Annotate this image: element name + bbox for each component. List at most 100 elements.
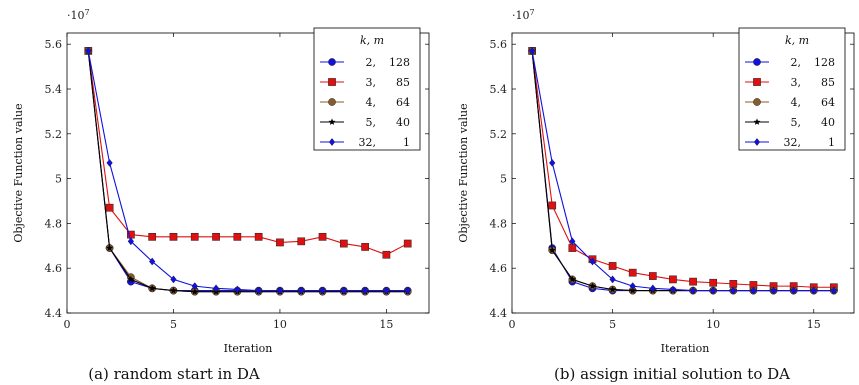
legend-label-k: 4, (791, 96, 802, 109)
data-point (340, 286, 347, 295)
legend-marker (753, 78, 761, 86)
data-point (191, 282, 198, 291)
data-point (148, 284, 156, 292)
data-point (568, 244, 577, 252)
data-point (830, 286, 838, 295)
data-point (628, 268, 637, 277)
data-point (254, 232, 263, 241)
series-4 (528, 46, 838, 295)
x-tick-label: 10 (706, 318, 720, 331)
svg-text:·107: ·107 (67, 8, 90, 22)
data-point (361, 286, 369, 295)
data-point (149, 257, 156, 266)
svg-text:·107: ·107 (512, 8, 535, 22)
data-point (297, 237, 306, 246)
legend-label-k: 32, (784, 136, 802, 149)
data-point (710, 286, 717, 295)
data-point (629, 282, 636, 291)
legend-label-k: 2, (791, 56, 802, 69)
data-point (298, 286, 305, 295)
data-point (689, 286, 697, 295)
data-point (589, 282, 596, 290)
plot-frame (511, 32, 855, 314)
y-scale-label: ·107 (512, 8, 535, 22)
data-point (127, 237, 135, 246)
data-point (319, 286, 326, 295)
y-tick-label: 5.4 (45, 83, 63, 96)
y-tick-label: 4.4 (490, 307, 508, 320)
caption-a: (a) random start in DA (88, 365, 260, 383)
scale-exponent: 7 (530, 8, 535, 17)
x-tick-label: 10 (273, 318, 287, 331)
y-tick-label: 5.4 (490, 83, 508, 96)
data-point (127, 275, 135, 283)
series-line (531, 50, 834, 292)
y-tick-label: 5.6 (490, 38, 508, 51)
data-point (105, 203, 114, 212)
legend-marker (328, 138, 336, 146)
legend-label-m: 1 (828, 136, 835, 149)
data-point (234, 285, 241, 294)
x-tick-label: 0 (64, 318, 71, 331)
data-point (190, 232, 199, 241)
y-axis-label: Objective Function value (457, 103, 470, 242)
data-point (649, 284, 656, 293)
data-point (191, 288, 199, 295)
legend-label-m: 40 (821, 116, 835, 129)
legend-label-m: 85 (821, 76, 835, 89)
data-point (770, 286, 777, 295)
y-scale-label: ·107 (67, 8, 90, 22)
y-tick-label: 5 (500, 173, 507, 186)
data-point (729, 280, 738, 288)
data-point (169, 232, 178, 241)
data-point (569, 237, 576, 246)
data-point (170, 287, 177, 294)
y-tick-label: 5.6 (45, 38, 63, 51)
legend-label-k: 3, (366, 76, 377, 89)
legend: k, m 2, 128 3, 85 4, 64 5, 40 32, 1 (313, 27, 421, 151)
data-point (589, 257, 596, 266)
data-point (318, 232, 327, 241)
plot-frame (66, 32, 430, 314)
data-point (669, 275, 677, 284)
data-point (709, 278, 718, 287)
legend-label-k: 32, (359, 136, 377, 149)
data-point (750, 286, 757, 295)
legend-box (313, 27, 421, 151)
scale-base: ·10 (67, 9, 85, 22)
data-point (669, 285, 677, 294)
y-tick-label: 5.2 (45, 128, 63, 141)
data-point (106, 158, 113, 167)
data-point (361, 243, 369, 251)
data-point (276, 286, 284, 295)
legend-marker (753, 118, 761, 125)
series-line (87, 50, 408, 256)
data-point (233, 232, 242, 241)
legend-label-k: 3, (791, 76, 802, 89)
x-tick-label: 5 (170, 318, 177, 331)
data-point (548, 246, 556, 254)
caption-b: (b) assign initial solution to DA (554, 365, 790, 383)
legend-marker (328, 98, 336, 106)
data-point (648, 272, 657, 280)
x-tick-label: 5 (609, 318, 616, 331)
legend-label-k: 2, (366, 56, 377, 69)
legend-label-k: 5, (366, 116, 377, 129)
data-point (730, 286, 737, 295)
y-tick-label: 5 (55, 173, 62, 186)
scale-exponent: 7 (85, 8, 90, 17)
data-point (106, 244, 114, 251)
y-tick-label: 4.6 (490, 262, 508, 275)
data-point (382, 250, 391, 259)
legend-marker (753, 98, 761, 106)
data-point (790, 286, 797, 295)
data-point (528, 46, 536, 55)
data-point (85, 46, 92, 55)
y-tick-label: 4.4 (45, 307, 63, 320)
x-tick-label: 15 (807, 318, 821, 331)
legend-label-m: 64 (821, 96, 835, 109)
y-tick-label: 4.8 (45, 217, 63, 230)
data-point (403, 239, 412, 248)
legend-marker (753, 138, 761, 146)
